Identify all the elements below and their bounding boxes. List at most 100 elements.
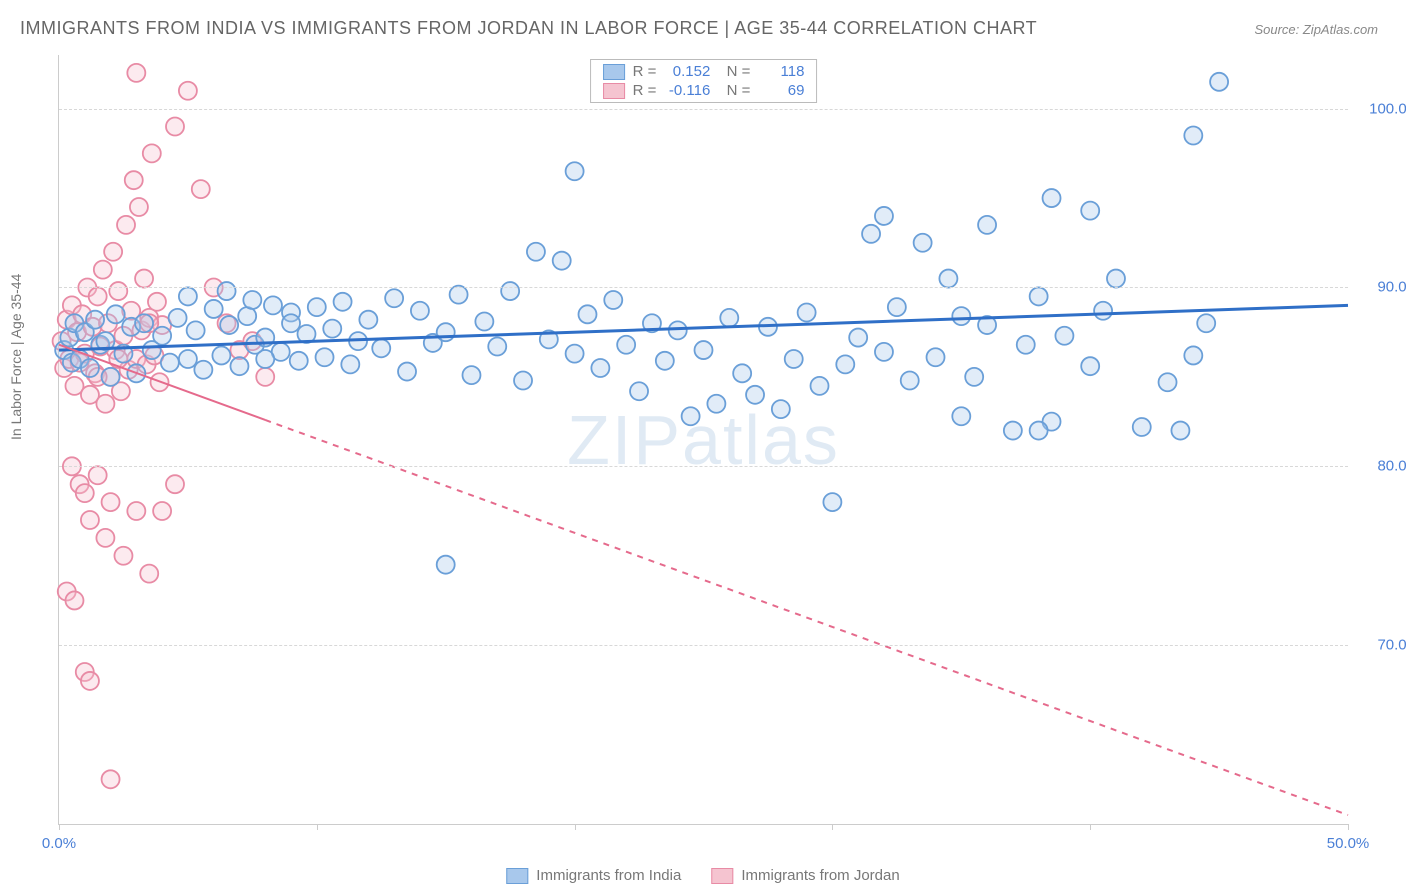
legend-r-label: R = [633,82,657,99]
legend-r-india: 0.152 [664,63,710,80]
scatter-point [65,591,83,609]
scatter-point [166,475,184,493]
legend-r-jordan: -0.116 [664,82,710,99]
scatter-point [341,355,359,373]
legend-item-jordan: Immigrants from Jordan [711,867,899,884]
scatter-svg [59,55,1348,824]
scatter-point [194,361,212,379]
scatter-point [323,320,341,338]
scatter-point [212,346,230,364]
correlation-legend: R = 0.152 N = 118 R = -0.116 N = 69 [590,59,818,103]
scatter-point [1081,202,1099,220]
scatter-point [148,293,166,311]
scatter-point [578,305,596,323]
scatter-point [914,234,932,252]
scatter-point [785,350,803,368]
scatter-point [243,291,261,309]
source-attribution: Source: ZipAtlas.com [1254,22,1378,37]
scatter-point [89,466,107,484]
scatter-point [230,357,248,375]
scatter-point [1030,422,1048,440]
scatter-point [179,350,197,368]
scatter-point [102,493,120,511]
scatter-point [104,243,122,261]
scatter-point [125,171,143,189]
scatter-point [130,198,148,216]
scatter-point [81,359,99,377]
scatter-point [169,309,187,327]
chart-title: IMMIGRANTS FROM INDIA VS IMMIGRANTS FROM… [20,18,1037,39]
legend-item-india: Immigrants from India [506,867,681,884]
scatter-point [669,321,687,339]
scatter-point [682,407,700,425]
scatter-point [1184,126,1202,144]
y-tick-label: 100.0% [1360,100,1406,117]
scatter-point [102,368,120,386]
scatter-point [1017,336,1035,354]
scatter-point [1184,346,1202,364]
scatter-point [86,311,104,329]
scatter-point [308,298,326,316]
scatter-point [617,336,635,354]
scatter-point [875,343,893,361]
scatter-point [81,672,99,690]
scatter-point [94,261,112,279]
scatter-point [76,484,94,502]
scatter-point [437,556,455,574]
scatter-point [411,302,429,320]
scatter-point [1133,418,1151,436]
x-tick-label: 0.0% [42,835,76,852]
y-tick-label: 90.0% [1360,279,1406,296]
scatter-point [1081,357,1099,375]
scatter-point [127,64,145,82]
scatter-point [475,312,493,330]
scatter-point [1159,373,1177,391]
scatter-point [256,368,274,386]
scatter-point [102,770,120,788]
scatter-point [359,311,377,329]
scatter-point [117,216,135,234]
scatter-point [952,307,970,325]
scatter-point [488,338,506,356]
scatter-point [927,348,945,366]
scatter-point [501,282,519,300]
scatter-point [566,345,584,363]
legend-label-jordan: Immigrants from Jordan [741,867,899,884]
scatter-point [604,291,622,309]
scatter-point [798,304,816,322]
scatter-point [187,321,205,339]
scatter-point [161,354,179,372]
scatter-point [179,287,197,305]
scatter-point [256,350,274,368]
series-legend: Immigrants from India Immigrants from Jo… [506,867,899,884]
swatch-india [603,64,625,80]
scatter-point [772,400,790,418]
chart-plot-area: ZIPatlas R = 0.152 N = 118 R = -0.116 N … [58,55,1348,825]
legend-n-label: N = [718,82,750,99]
scatter-point [179,82,197,100]
scatter-point [1043,189,1061,207]
scatter-point [720,309,738,327]
scatter-point [96,529,114,547]
scatter-point [1055,327,1073,345]
scatter-point [264,296,282,314]
scatter-point [707,395,725,413]
scatter-point [630,382,648,400]
scatter-point [875,207,893,225]
scatter-point [89,287,107,305]
scatter-point [282,314,300,332]
scatter-point [695,341,713,359]
legend-label-india: Immigrants from India [536,867,681,884]
scatter-point [965,368,983,386]
scatter-point [849,329,867,347]
scatter-point [836,355,854,373]
scatter-point [1004,422,1022,440]
legend-n-india: 118 [758,63,804,80]
scatter-point [140,565,158,583]
scatter-point [96,395,114,413]
scatter-point [1171,422,1189,440]
scatter-point [135,270,153,288]
scatter-point [952,407,970,425]
scatter-point [127,502,145,520]
scatter-point [733,364,751,382]
